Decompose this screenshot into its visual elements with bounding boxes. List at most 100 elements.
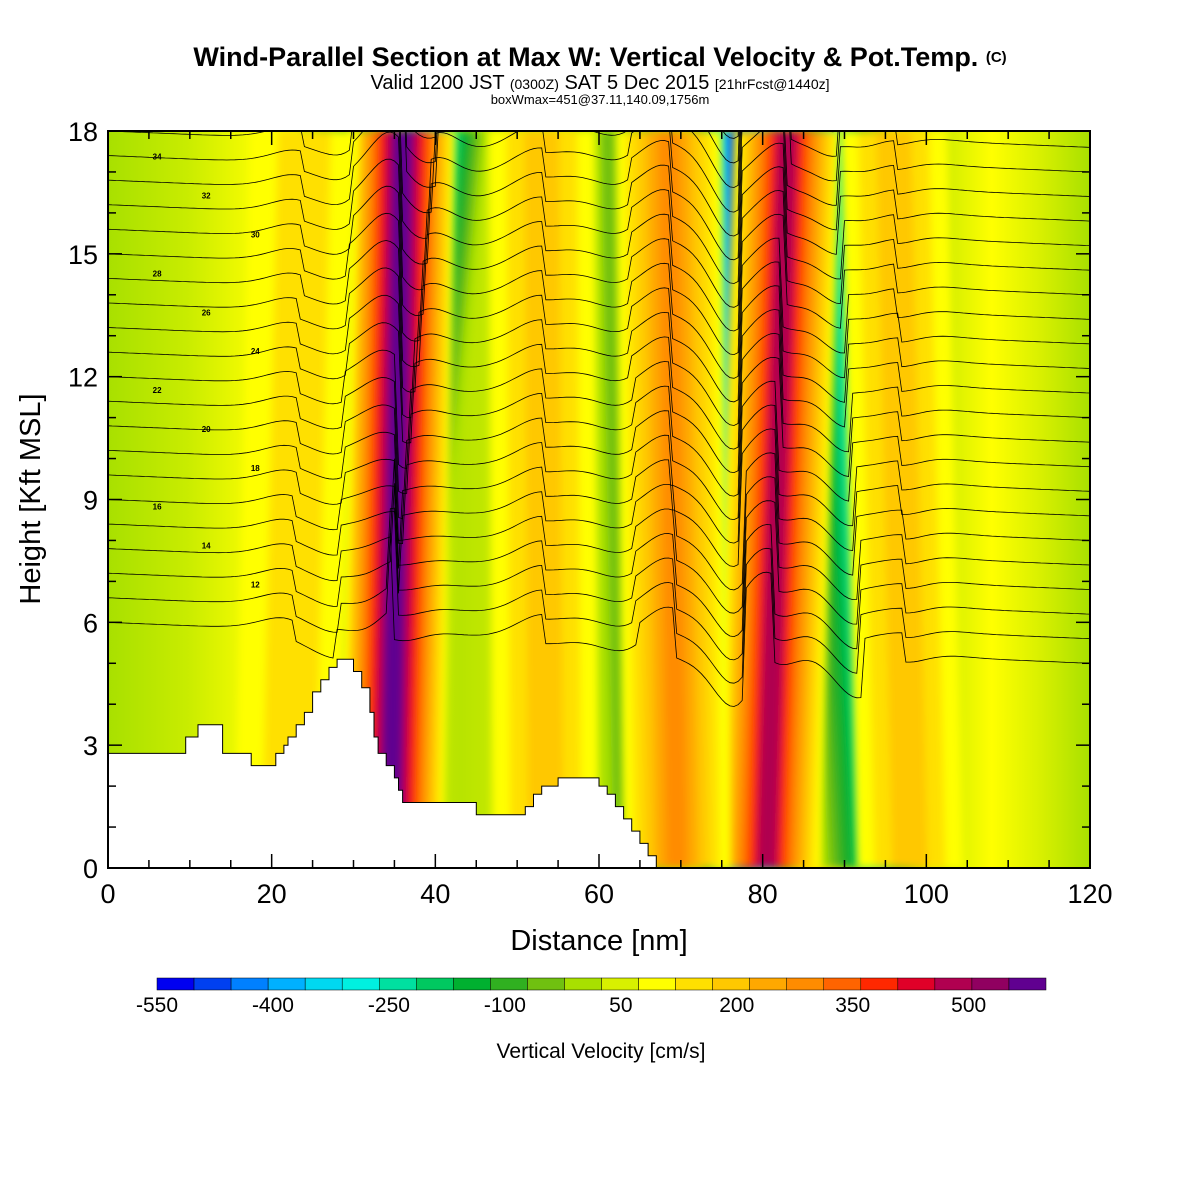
subtitle-date: SAT 5 Dec 2015 <box>564 72 710 94</box>
colorbar-swatch <box>971 977 1010 991</box>
theta-contour-line <box>108 185 1090 332</box>
colorbar-swatch <box>897 977 936 991</box>
theta-contour-line <box>108 309 1090 450</box>
theta-contour-line <box>108 483 1090 661</box>
theta-contour-line <box>108 458 1090 638</box>
band-level <box>261 131 331 868</box>
colorbar-swatch <box>304 977 343 991</box>
colorbar-swatch <box>490 977 528 991</box>
chart-subtitle: Valid 1200 JST (0300Z) SAT 5 Dec 2015 [2… <box>0 73 1200 94</box>
colorbar-swatch <box>860 977 899 991</box>
theta-contour-line <box>108 131 1090 284</box>
colorbar-swatch <box>453 977 491 991</box>
colorbar-tick-label: 500 <box>951 994 986 1017</box>
theta-contour-line <box>108 356 1090 497</box>
theta-contour-line <box>108 507 1090 684</box>
updraft-band <box>840 131 964 868</box>
x-tick-label: 80 <box>748 879 778 909</box>
y-tick-label: 6 <box>83 608 98 638</box>
theta-contour-line <box>108 237 1090 379</box>
contour-label: 34 <box>153 153 162 162</box>
theta-contour-line <box>108 0 1090 114</box>
axes: 0 20 40 60 80 100 120 0 3 6 9 12 15 18 <box>68 117 1113 909</box>
updraft-band <box>488 131 599 868</box>
terrain-mask <box>108 658 657 868</box>
contour-label: 30 <box>251 230 260 239</box>
colorbar-swatch <box>230 977 269 991</box>
x-tick-label: 40 <box>420 879 450 909</box>
y-tick-label: 18 <box>68 117 98 147</box>
colorbar-swatch <box>823 977 862 991</box>
subtitle-fcst: [21hrFcst@1440z] <box>714 76 830 92</box>
colorbar-tick-label: -550 <box>136 994 178 1017</box>
chart-title: Wind-Parallel Section at Max W: Vertical… <box>193 42 1007 72</box>
contour-label: 22 <box>153 386 162 395</box>
theta-contour-line <box>108 0 1090 65</box>
theta-contour-line <box>108 404 1090 545</box>
colorbar-swatch <box>934 977 973 991</box>
plot-area: 34 32 30 28 26 24 22 20 18 16 14 12 <box>108 0 1090 868</box>
colorbar-swatch <box>156 977 195 991</box>
colorbar-swatch <box>564 977 602 991</box>
colorbar-swatch <box>601 977 639 991</box>
theta-contour-line <box>108 212 1090 356</box>
chart-subtitle-box: boxWmax=451@37.11,140.09,1756m <box>490 92 710 107</box>
colorbar-tick-label: 200 <box>719 994 754 1017</box>
band-level <box>657 131 688 868</box>
colorbar-swatch <box>267 977 306 991</box>
theta-contour-line <box>108 158 1090 308</box>
contour-label: 20 <box>202 425 211 434</box>
theta-contour-line <box>108 332 1090 474</box>
x-tick-label: 0 <box>100 879 115 909</box>
colorbar-swatch <box>638 977 676 991</box>
band-level <box>523 131 564 868</box>
colorbar-swatch <box>675 977 713 991</box>
y-tick-label: 12 <box>68 363 98 393</box>
theta-contour-line <box>108 0 1090 40</box>
subtitle-main: Valid 1200 JST <box>370 72 505 94</box>
theta-contour-line <box>108 0 1090 89</box>
colorbar-swatch <box>341 977 380 991</box>
y-tick-label: 15 <box>68 240 98 270</box>
y-tick-label: 3 <box>83 731 98 761</box>
colorbar-tick-label: -250 <box>368 994 410 1017</box>
theta-contour-line <box>108 261 1090 403</box>
theta-contour-line <box>108 452 1090 594</box>
colorbar-swatch <box>527 977 565 991</box>
contour-label: 24 <box>251 347 260 356</box>
theta-contour-line <box>108 380 1090 521</box>
contour-label: 18 <box>251 464 260 473</box>
x-tick-label: 120 <box>1067 879 1112 909</box>
y-tick-label: 9 <box>83 486 98 516</box>
updraft-band <box>615 131 730 868</box>
theta-contour-line <box>108 131 1090 237</box>
theta-contour-line <box>108 476 1090 614</box>
copyright-mark: (C) <box>985 49 1007 66</box>
colorbar-label: Vertical Velocity [cm/s] <box>497 1040 706 1063</box>
x-tick-label: 20 <box>257 879 287 909</box>
x-axis-label: Distance [nm] <box>510 925 687 957</box>
colorbar-swatch <box>1008 977 1047 991</box>
colorbar-swatch <box>379 977 417 991</box>
colorbar: -550 -400 -250 -100 50 200 350 500 <box>136 977 1047 1017</box>
colorbar-tick-label: 350 <box>835 994 870 1017</box>
colorbar-swatch <box>786 977 824 991</box>
contour-label: 14 <box>202 542 211 551</box>
theta-contours: 34 32 30 28 26 24 22 20 18 16 14 12 <box>108 0 1090 707</box>
theta-contour-line <box>722 131 739 139</box>
colorbar-tick-label: 50 <box>609 994 632 1017</box>
contour-label: 12 <box>251 581 260 590</box>
theta-contour-line <box>108 131 1090 261</box>
colorbar-swatch <box>749 977 787 991</box>
x-tick-label: 100 <box>904 879 949 909</box>
contour-label: 32 <box>202 192 211 201</box>
contour-label: 16 <box>153 503 162 512</box>
colorbar-swatch <box>416 977 454 991</box>
subtitle-utc: (0300Z) <box>509 76 559 92</box>
y-tick-label: 0 <box>83 854 98 884</box>
y-axis-label: Height [Kft MSL] <box>15 393 47 604</box>
contour-label: 26 <box>202 308 211 317</box>
contour-label: 28 <box>153 269 162 278</box>
theta-contour-line <box>108 0 1090 16</box>
